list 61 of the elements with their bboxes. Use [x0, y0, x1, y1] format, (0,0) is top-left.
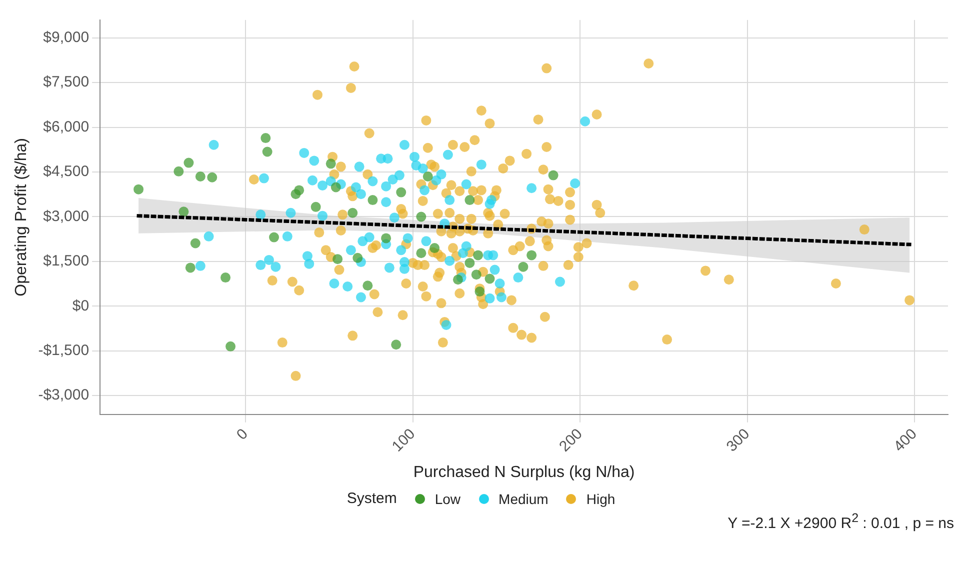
text: Y =-2.1 X +2900 R$^{2}$ : 0.01 , p = ns — [726, 511, 954, 532]
point — [220, 272, 231, 283]
point — [548, 170, 558, 180]
x-tick-label: 300 — [723, 425, 754, 456]
y-tick-label: $9,000 — [43, 29, 90, 46]
y-tick-label: $1,500 — [43, 252, 90, 270]
point — [430, 243, 440, 254]
legend-label: High — [586, 490, 616, 506]
point — [464, 258, 475, 268]
point — [474, 286, 485, 297]
point — [207, 172, 218, 182]
point — [190, 238, 200, 248]
x-axis-title: Purchased N Surplus (kg N/ha) — [413, 464, 635, 481]
point — [134, 184, 144, 194]
point — [269, 232, 280, 242]
point — [362, 280, 373, 291]
point — [195, 172, 206, 182]
point — [184, 158, 194, 168]
point — [332, 254, 343, 264]
point — [310, 202, 321, 212]
point — [484, 274, 495, 284]
point — [518, 262, 528, 272]
point — [290, 189, 301, 200]
point — [396, 187, 406, 198]
point — [226, 341, 236, 352]
point — [262, 146, 272, 157]
y-tick-label: $6,000 — [43, 118, 90, 136]
x-tick-label: 200 — [556, 425, 586, 456]
legend-label: Medium — [498, 490, 548, 506]
y-tick-label: $3,000 — [43, 208, 90, 225]
point — [178, 206, 189, 217]
point — [381, 233, 392, 244]
point — [471, 270, 482, 280]
point — [416, 212, 426, 222]
y-axis-title: Operating Profit ($/ha) — [13, 138, 30, 296]
y-tick-label: -$3,000 — [38, 386, 90, 404]
line-series — [136, 214, 912, 246]
point — [473, 250, 484, 260]
point — [174, 166, 184, 176]
point — [326, 158, 336, 169]
point — [422, 172, 433, 182]
point — [185, 262, 196, 273]
y-tick-label: $4,500 — [43, 163, 90, 180]
y-tick-label: -$1,500 — [38, 342, 90, 360]
x-tick-label: 100 — [388, 425, 419, 456]
point — [330, 182, 341, 192]
point — [452, 274, 463, 285]
legend-label: Low — [434, 490, 461, 506]
point — [464, 195, 475, 206]
point — [368, 195, 378, 206]
legend-title: System — [346, 490, 397, 507]
point — [416, 248, 426, 258]
y-tick-label: $0 — [72, 297, 90, 314]
point — [352, 252, 363, 263]
point — [348, 208, 358, 218]
x-tick-label: 0 — [233, 425, 252, 444]
y-tick-label: $7,500 — [43, 74, 90, 91]
x-tick-label: 400 — [890, 425, 920, 456]
point — [526, 250, 537, 260]
point — [260, 133, 271, 144]
point — [391, 340, 402, 350]
